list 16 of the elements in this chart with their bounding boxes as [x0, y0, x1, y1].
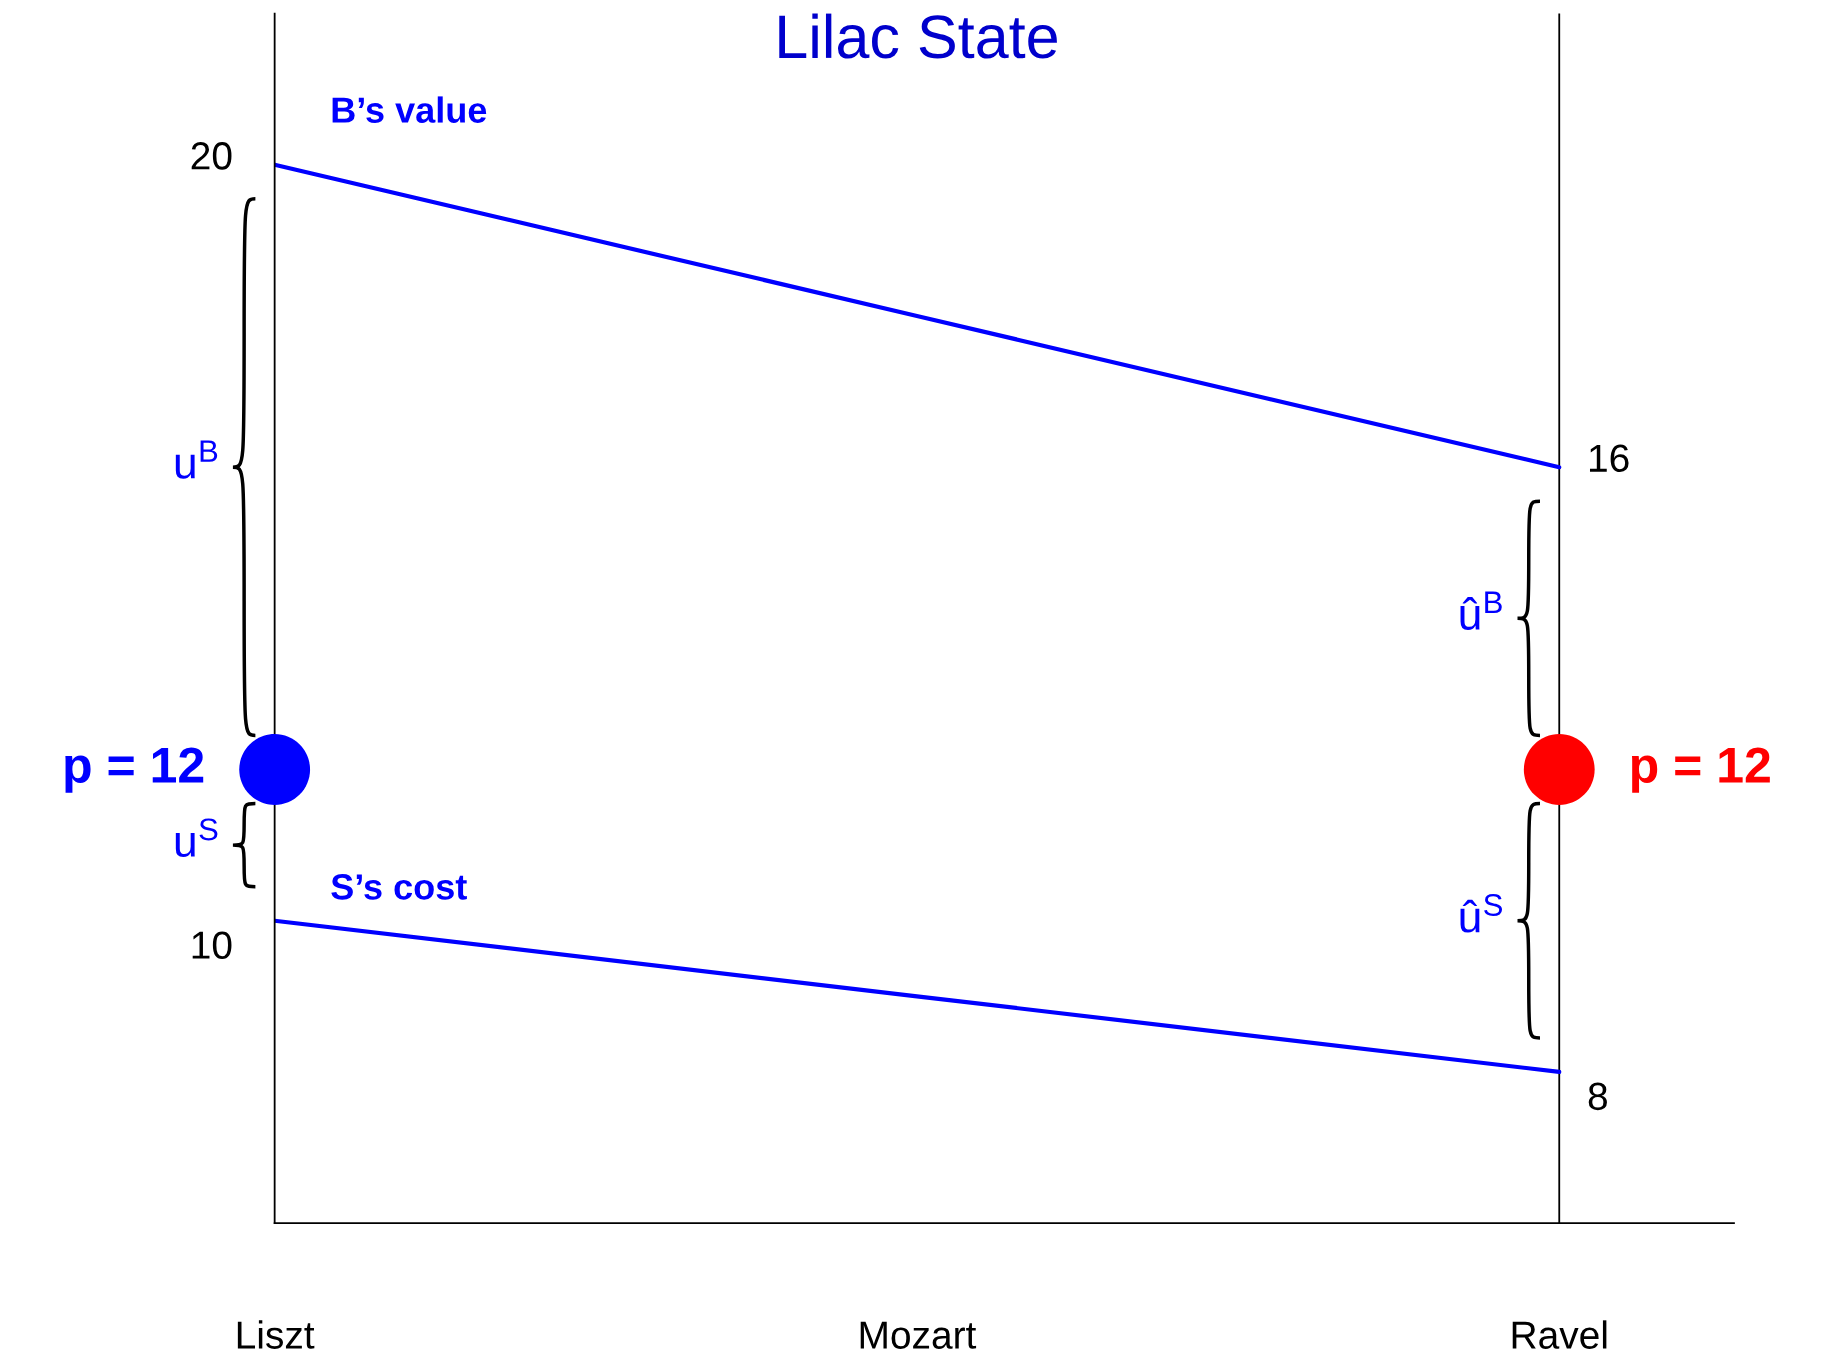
- x-tick-label: Ravel: [1512, 1320, 1607, 1349]
- data-label: p = 12: [65, 747, 204, 793]
- data-label: 16: [1589, 444, 1629, 473]
- series-label: S’s cost: [331, 874, 467, 900]
- series-label: B’s value: [332, 96, 487, 123]
- annotation: û$^{S}$: [1460, 893, 1502, 933]
- chart-title: Lilac State: [779, 13, 1057, 59]
- data-label: 10: [192, 931, 232, 959]
- x-tick-label: Mozart: [860, 1321, 977, 1349]
- data-label: 8: [1588, 1082, 1607, 1111]
- text: u$^{B}$: [175, 440, 218, 479]
- data-label: 20: [191, 142, 232, 170]
- text: u$^{S}$: [175, 818, 218, 857]
- data-label: p = 12: [1631, 747, 1770, 793]
- annotation: û$^{B}$: [1460, 591, 1502, 630]
- x-tick-label: Liszt: [237, 1320, 315, 1349]
